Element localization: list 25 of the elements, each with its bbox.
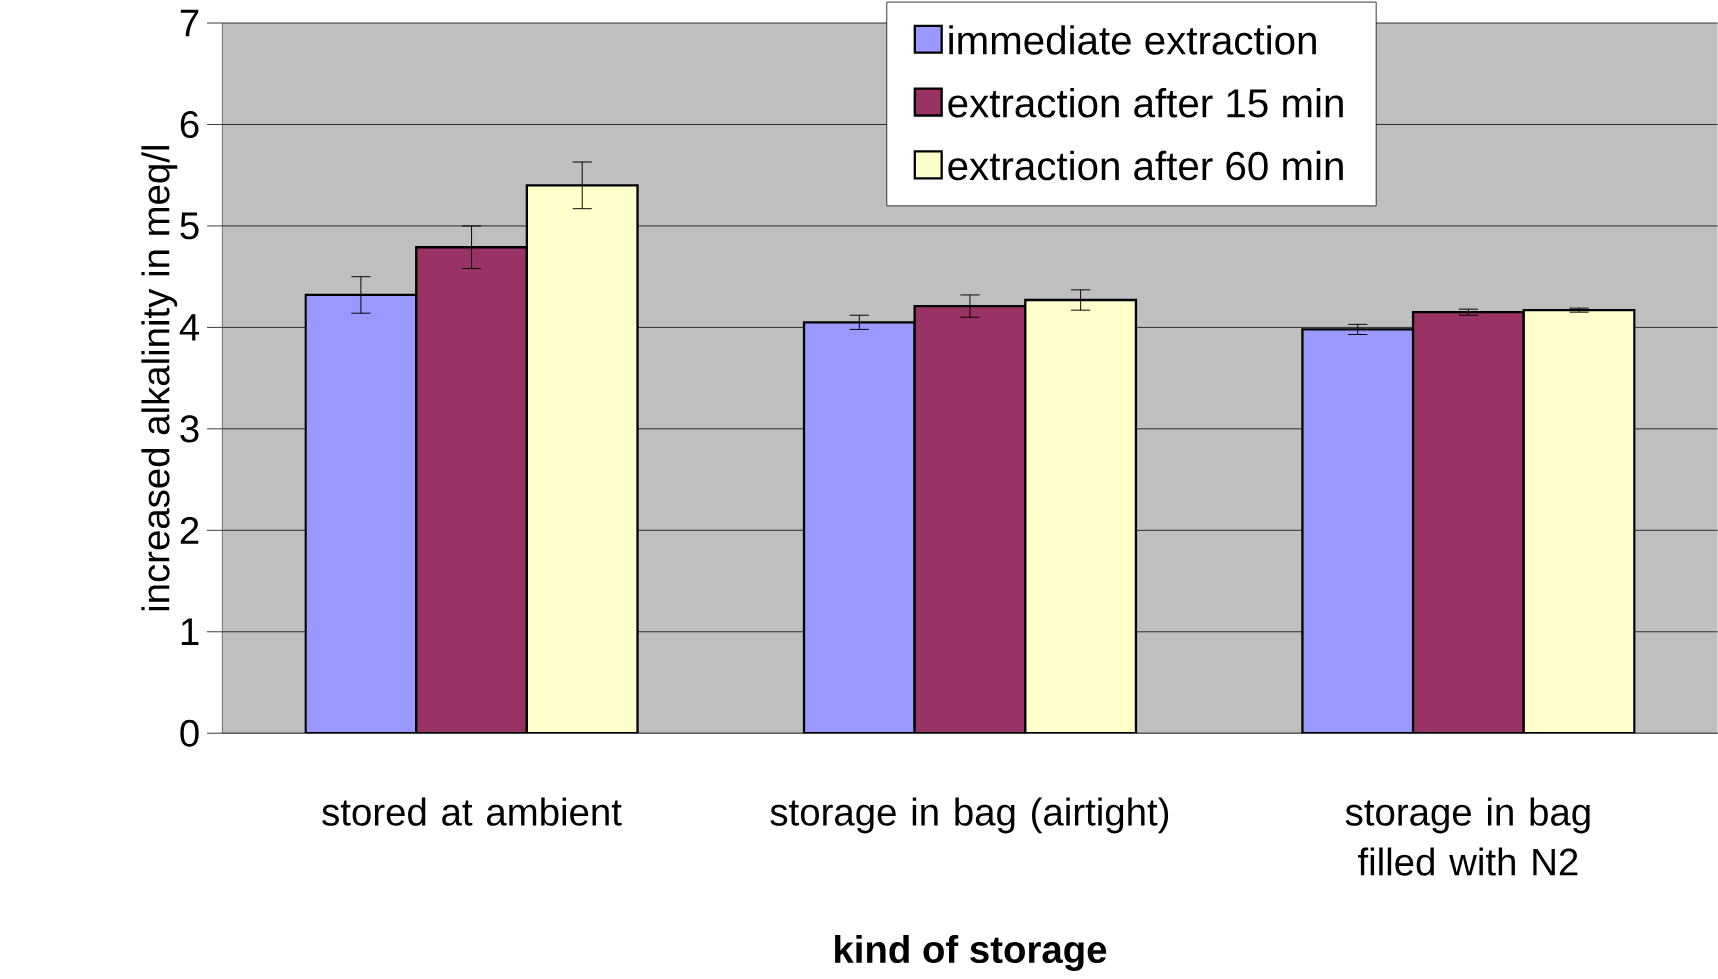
bar — [1522, 309, 1636, 734]
x-axis-title: kind of storage — [835, 934, 1107, 971]
bar — [1301, 328, 1415, 734]
y-tick-label: 7 — [180, 9, 199, 37]
y-tick-label: 1 — [181, 618, 199, 646]
bar — [1024, 298, 1138, 734]
y-tick-label: 5 — [180, 212, 199, 240]
bar — [304, 293, 418, 734]
bar — [525, 184, 639, 734]
y-tick-label: 4 — [179, 314, 200, 341]
bar — [415, 246, 529, 734]
legend-label: immediate extraction — [949, 25, 1316, 55]
y-tick-label: 6 — [180, 110, 199, 139]
legend-label: extraction after 15 min — [948, 87, 1343, 118]
x-tick-label: stored at ambient — [322, 797, 622, 826]
bar — [1411, 311, 1525, 734]
bar — [913, 304, 1027, 734]
y-tick-label: 2 — [180, 516, 199, 544]
x-tick-label: storage in bag filled with N2 — [1345, 797, 1590, 876]
y-tick-label: 0 — [180, 719, 199, 747]
x-tick-label: storage in bag (airtight) — [770, 797, 1169, 834]
bar — [802, 321, 916, 734]
y-axis-title: increased alkalinity in meq/l — [141, 146, 178, 611]
legend-label: extraction after 60 min — [948, 150, 1343, 181]
y-tick-label: 3 — [180, 415, 199, 443]
